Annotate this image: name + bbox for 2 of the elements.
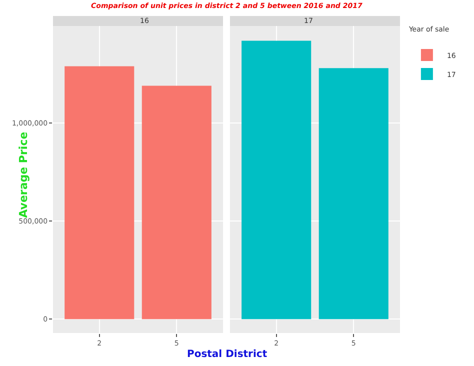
- x-axis-title: Postal District: [187, 349, 268, 360]
- y-axis-title: Average Price: [16, 132, 30, 218]
